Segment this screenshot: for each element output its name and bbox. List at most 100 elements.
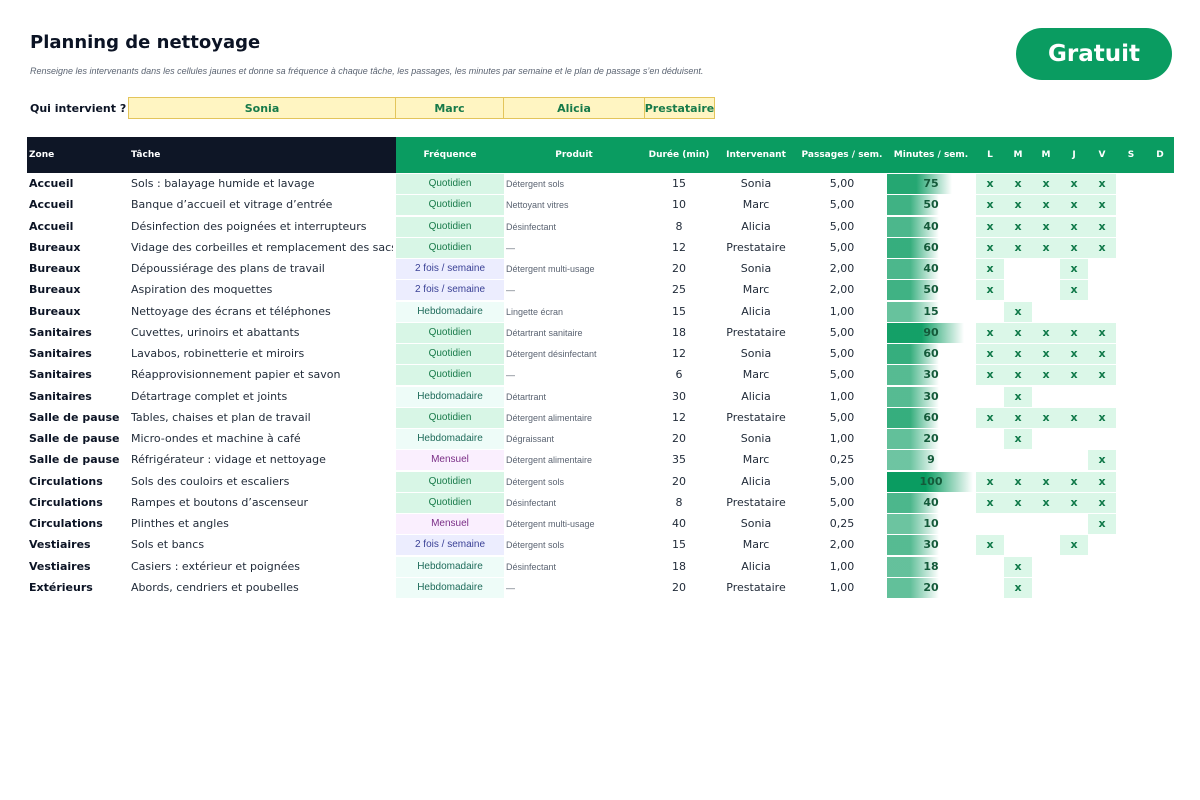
frequency-cell[interactable]: Mensuel <box>396 514 504 534</box>
passages-cell: 1,00 <box>829 432 855 445</box>
day-cell: x <box>1060 492 1088 513</box>
day-cell: x <box>1060 195 1088 216</box>
day-cell: x <box>1032 237 1060 258</box>
header-day-m: M <box>1013 150 1023 160</box>
frequency-cell[interactable]: Quotidien <box>396 216 504 237</box>
minutes-databar <box>887 407 939 428</box>
day-cell <box>1060 429 1088 449</box>
frequency-cell[interactable]: Quotidien <box>396 407 504 428</box>
page-subtitle: Renseigne les intervenants dans les cell… <box>30 66 704 76</box>
table-row: Bureaux Aspiration des moquettes 2 fois / … <box>0 280 1200 301</box>
day-cell <box>1032 387 1060 407</box>
intervenant-input-4[interactable]: Prestataire <box>644 97 715 119</box>
minutes-databar <box>887 216 939 237</box>
zone-cell: Accueil <box>29 177 74 190</box>
frequency-cell[interactable]: Quotidien <box>396 174 504 194</box>
header-day-s: S <box>1127 150 1135 160</box>
assignee-cell: Marc <box>742 538 770 552</box>
frequency-cell[interactable]: Hebdomadaire <box>396 577 504 598</box>
passages-cell: 2,00 <box>829 538 855 552</box>
gratuit-badge[interactable]: Gratuit <box>1016 28 1172 80</box>
frequency-cell[interactable]: Quotidien <box>396 492 504 513</box>
minutes-cell: 40 <box>887 259 973 279</box>
minutes-value: 50 <box>923 283 939 297</box>
day-cell <box>1116 472 1144 492</box>
frequency-cell[interactable]: 2 fois / semaine <box>396 280 504 301</box>
table-header-green <box>396 137 1174 173</box>
frequency-cell[interactable]: Quotidien <box>396 365 504 386</box>
day-cell: x <box>1088 365 1116 386</box>
minutes-databar <box>887 535 939 556</box>
minutes-cell: 10 <box>887 514 973 534</box>
day-cell: x <box>1088 174 1116 194</box>
day-cell: x <box>976 237 1004 258</box>
zone-cell: Bureaux <box>29 262 81 275</box>
day-cell: x <box>1088 237 1116 258</box>
zone-cell: Accueil <box>29 198 74 212</box>
minutes-value: 30 <box>923 538 939 552</box>
frequency-cell[interactable]: Hebdomadaire <box>396 429 504 449</box>
zone-cell: Sanitaires <box>29 347 92 360</box>
day-cell: x <box>1032 407 1060 428</box>
day-cell <box>1032 557 1060 577</box>
day-cell <box>1116 408 1144 428</box>
day-cell <box>1116 365 1144 385</box>
assignee-cell: Marc <box>742 198 770 212</box>
frequency-cell[interactable]: Quotidien <box>396 322 504 343</box>
task-cell: Abords, cendriers et poubelles <box>131 580 299 594</box>
day-cell: x <box>1088 471 1116 492</box>
day-cell <box>1060 557 1088 577</box>
minutes-value: 9 <box>927 453 935 467</box>
zone-cell: Bureaux <box>29 240 81 254</box>
frequency-cell[interactable]: Mensuel <box>396 450 504 471</box>
intervenant-input-2[interactable]: Marc <box>395 97 504 119</box>
frequency-cell[interactable]: Hebdomadaire <box>396 301 504 322</box>
minutes-value: 50 <box>923 198 939 212</box>
intervenant-input-3[interactable]: Alicia <box>503 97 645 119</box>
header-passages: Passages / sem. <box>801 150 883 160</box>
zone-cell: Vestiaires <box>29 538 91 552</box>
product-cell: — <box>506 582 515 593</box>
frequency-cell[interactable]: Quotidien <box>396 195 504 216</box>
day-cell <box>1116 387 1144 407</box>
frequency-cell[interactable]: Hebdomadaire <box>396 386 504 407</box>
product-cell: Désinfectant <box>506 221 557 232</box>
day-cell <box>1146 217 1174 237</box>
day-cell <box>1060 450 1088 470</box>
minutes-databar <box>887 492 939 513</box>
task-cell: Micro-ondes et machine à café <box>131 432 301 445</box>
day-cell <box>1116 344 1144 364</box>
frequency-cell[interactable]: Quotidien <box>396 471 504 492</box>
minutes-databar <box>887 365 939 386</box>
product-cell: Dégraissant <box>506 434 555 444</box>
duration-cell: 15 <box>672 177 686 190</box>
frequency-cell[interactable]: Quotidien <box>396 344 504 364</box>
minutes-cell: 20 <box>887 577 973 598</box>
frequency-cell[interactable]: 2 fois / semaine <box>396 535 504 556</box>
day-cell: x <box>976 492 1004 513</box>
day-cell: x <box>1032 174 1060 194</box>
day-cell: x <box>1004 344 1032 364</box>
minutes-cell: 60 <box>887 344 973 364</box>
frequency-cell[interactable]: Hebdomadaire <box>396 556 504 577</box>
minutes-value: 30 <box>923 389 939 403</box>
day-cell <box>976 302 1004 322</box>
day-cell <box>976 578 1004 598</box>
frequency-cell[interactable]: Quotidien <box>396 237 504 258</box>
day-cell: x <box>1004 365 1032 386</box>
day-cell <box>1116 514 1144 534</box>
duration-cell: 15 <box>672 538 686 552</box>
day-cell <box>1146 238 1174 258</box>
frequency-cell[interactable]: 2 fois / semaine <box>396 259 504 279</box>
minutes-cell: 30 <box>887 365 973 386</box>
day-cell <box>1146 323 1174 343</box>
day-cell <box>1032 429 1060 449</box>
day-cell <box>1146 557 1174 577</box>
minutes-value: 10 <box>923 517 939 530</box>
day-cell <box>1116 429 1144 449</box>
zone-cell: Circulations <box>29 495 103 509</box>
table-row: Accueil Banque d’accueil et vitrage d’ent… <box>0 195 1200 216</box>
intervenant-input-1[interactable]: Sonia <box>128 97 396 119</box>
day-cell: x <box>976 174 1004 194</box>
minutes-value: 60 <box>923 410 939 424</box>
